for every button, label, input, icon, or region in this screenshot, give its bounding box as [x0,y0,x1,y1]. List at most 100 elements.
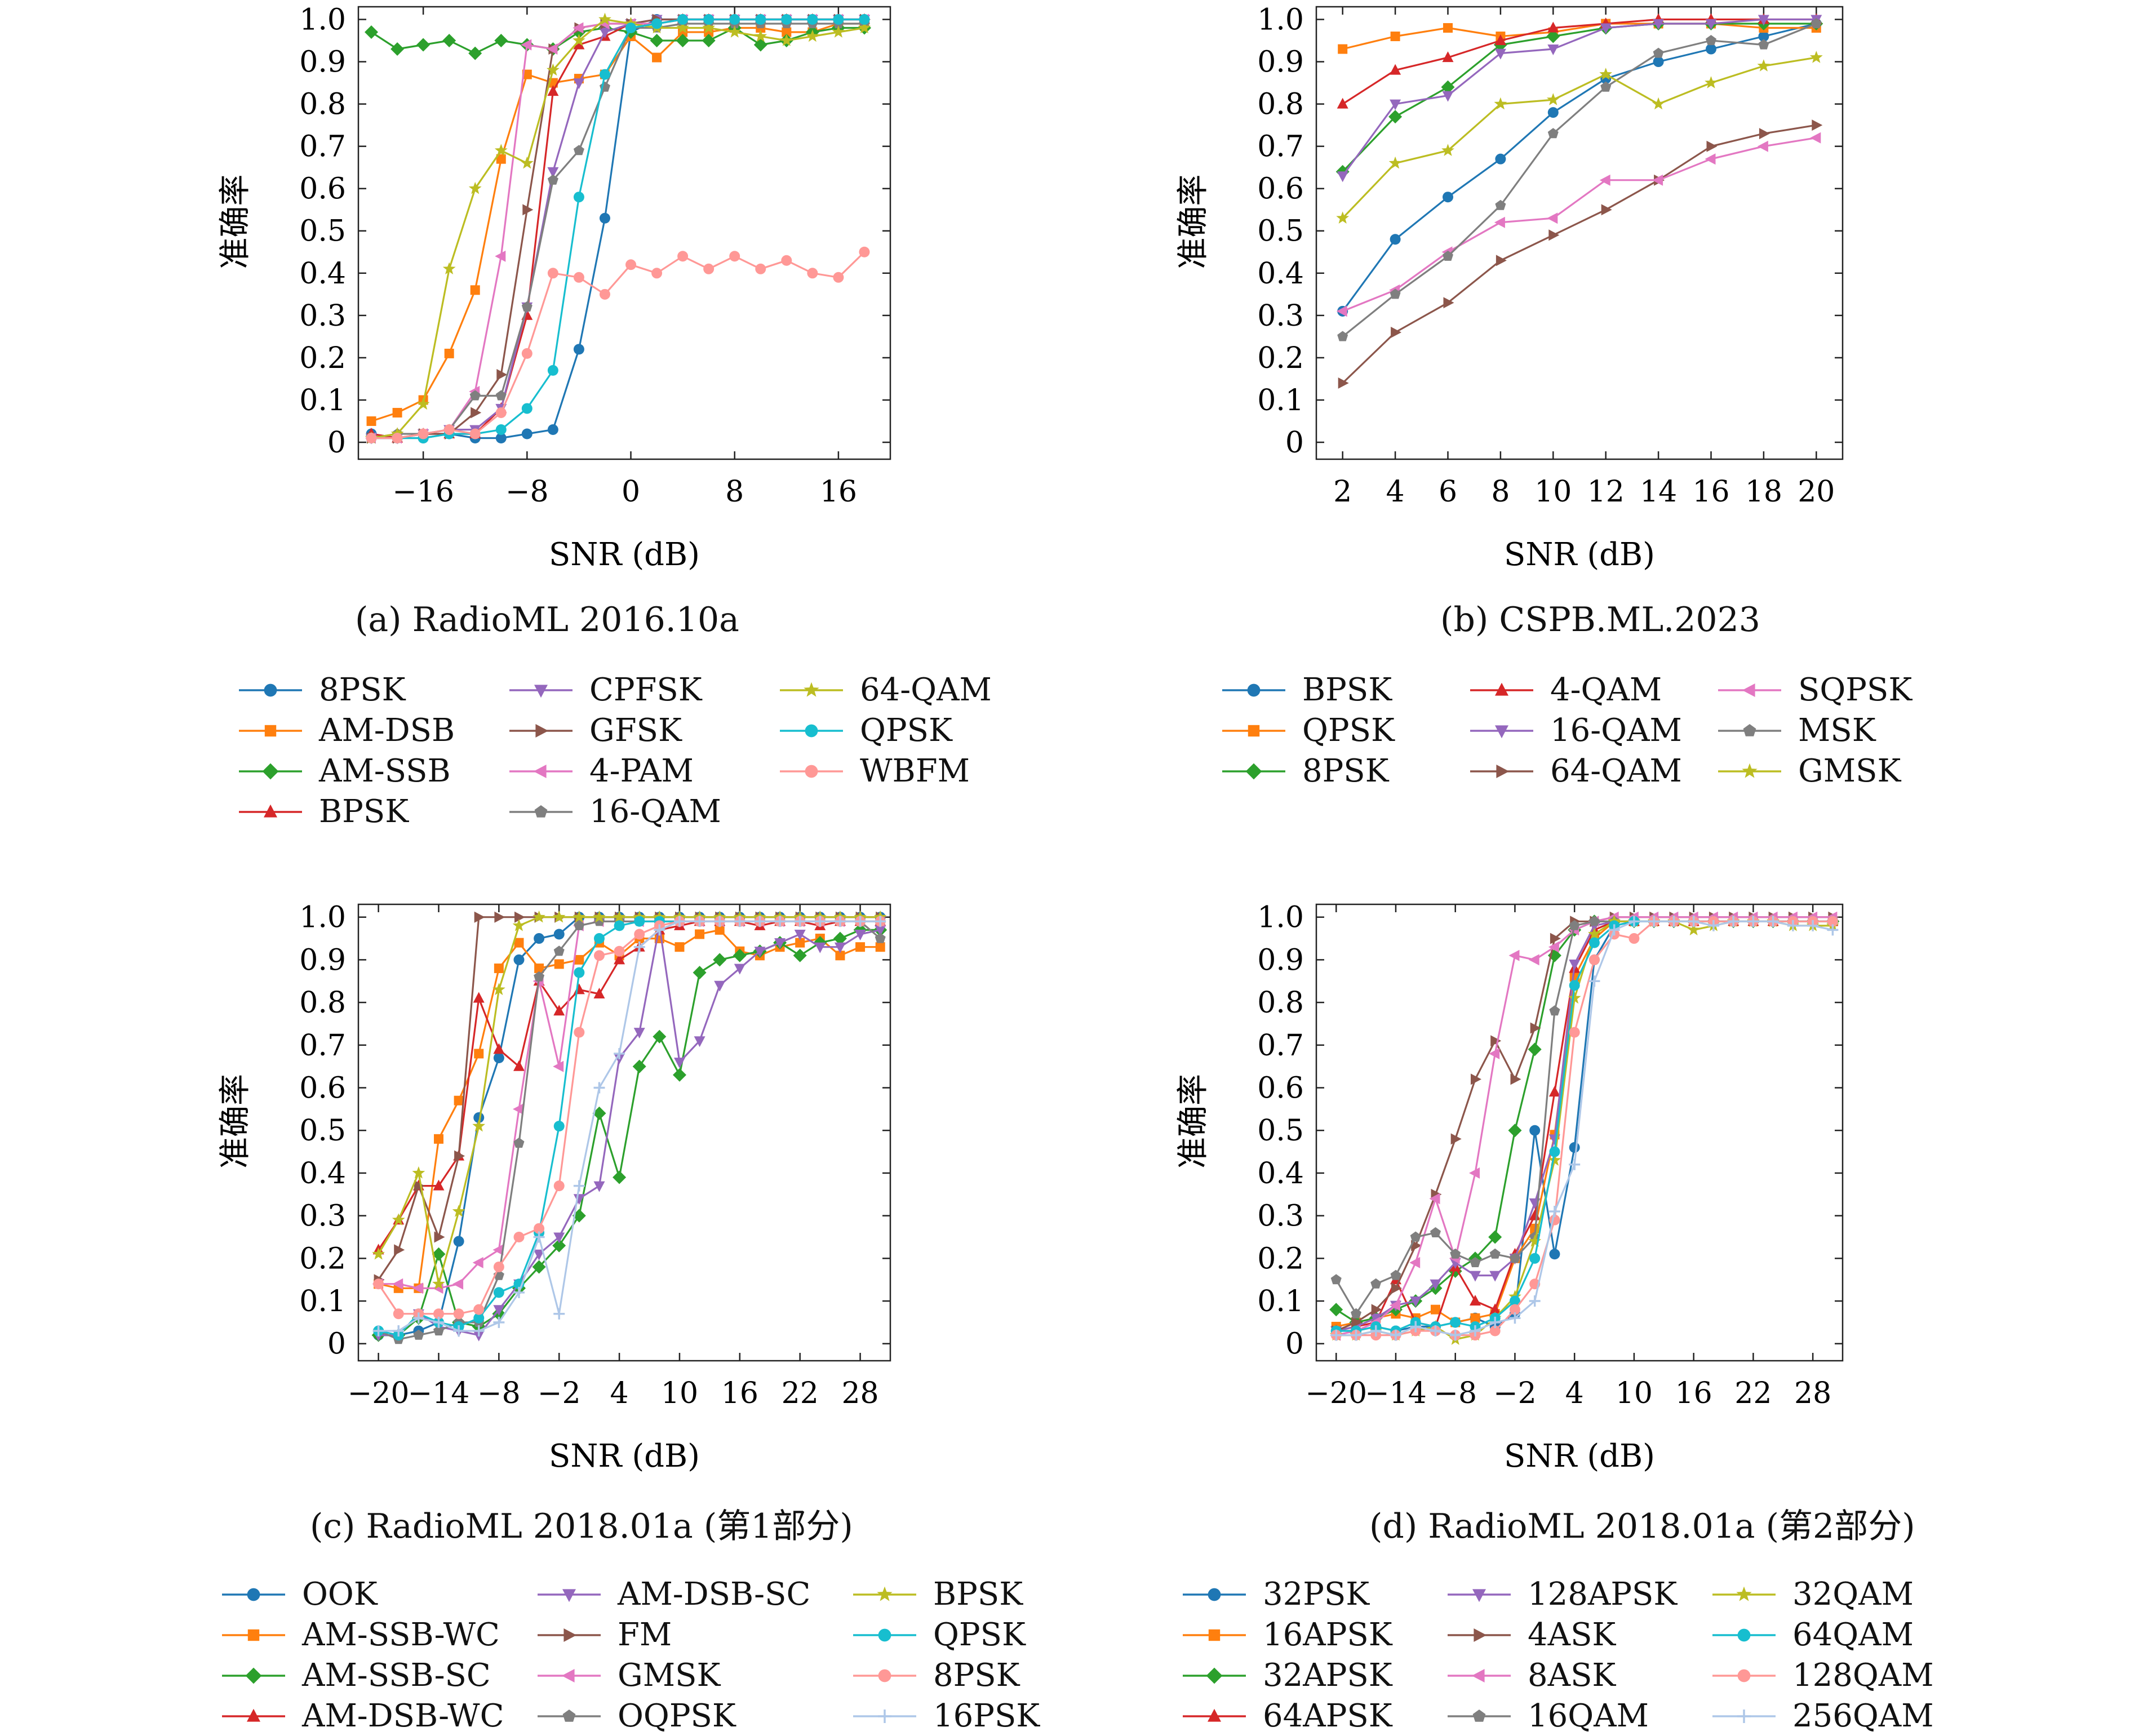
data-point [552,1238,566,1253]
caption-d: (d) RadioML 2018.01a (第2部分) [1369,1507,1915,1546]
data-point [494,34,508,47]
series-line [378,920,881,1289]
data-point [468,181,482,194]
data-point [1529,1253,1541,1264]
y-tick-label: 0.5 [299,215,346,248]
legend-swatch [780,724,843,738]
data-point [1548,1086,1560,1097]
data-point [1430,1325,1441,1337]
y-tick-label: 0.5 [1257,215,1304,248]
legend-label: 4ASK [1528,1617,1616,1653]
x-tick-label: 22 [1734,1377,1772,1410]
data-point [547,365,558,376]
data-point [553,945,565,956]
legend-item: 16-QAM [507,792,721,832]
plot-frame [357,903,891,1362]
data-point [1509,1295,1520,1307]
data-point [1471,1073,1481,1085]
data-point [633,1028,645,1039]
data-point [858,21,871,34]
data-point [1767,916,1779,927]
legend-swatch [853,1710,916,1723]
legend-item: 64-QAM [1468,752,1682,791]
y-tick-label: 0.4 [299,257,346,291]
series-4-PAM [365,14,869,444]
data-point [1549,1005,1560,1016]
data-point [1530,1022,1541,1034]
data-point [774,916,786,927]
data-point [433,1316,445,1328]
x-tick-label: 18 [1745,475,1782,509]
data-point [814,942,826,953]
series-line [378,916,881,1285]
y-tick-label: 0.2 [1257,1242,1304,1276]
legend-item: 16-QAM [1468,711,1682,751]
data-point [614,1047,625,1059]
data-point [392,407,402,418]
series-line [378,920,881,1337]
data-point [1470,1257,1481,1267]
data-point [835,951,845,961]
data-point [392,432,403,443]
chart-panel-a: 0 0.1 0.2 0.3 0.4 0.5 0.6 0.7 0.8 0.9 1.0 −16 −8 0 8 16… [0,0,1065,868]
data-point [728,25,742,38]
y-tick-label: 0 [327,1327,346,1361]
series-8PSK [366,14,870,443]
legend-label: BPSK [319,793,409,830]
data-point [593,1181,605,1192]
data-point [729,251,740,262]
legend-label: 8PSK [933,1657,1020,1694]
data-point [1628,916,1640,927]
legend-item: 8PSK [1220,752,1389,791]
legend-marker [264,683,277,697]
series-128APSK [1330,917,1839,1337]
y-tick-label: 0.2 [299,1242,346,1276]
series-line [378,925,881,1337]
data-point [1528,954,1539,966]
series-line [1335,920,1833,1332]
x-tick-label: 16 [820,475,857,509]
x-tick-label: −2 [538,1377,581,1410]
legend-swatch [239,763,302,780]
caption-b: (b) CSPB.ML.2023 [1440,600,1760,640]
data-point [599,212,610,224]
data-point [1489,1271,1501,1282]
data-point [432,1247,446,1261]
data-point [794,916,806,927]
data-point [553,1121,565,1132]
legend-marker [533,765,547,778]
data-point [521,301,532,312]
data-point [521,348,532,359]
data-point [453,1236,464,1247]
legend-swatch [1712,1710,1776,1723]
data-point [573,910,586,923]
data-point [1391,1282,1402,1294]
data-point [633,941,645,953]
y-tick-label: 0.9 [1257,943,1304,977]
data-point [734,964,746,975]
legend-swatch [222,1629,285,1641]
data-point [1442,91,1454,102]
data-point [1601,204,1612,216]
data-point [492,983,505,996]
data-point [1443,250,1453,261]
data-point [807,14,818,25]
data-point [573,145,584,156]
legend-marker [1742,763,1758,778]
data-point [412,1166,425,1179]
data-point [573,38,585,50]
y-tick-label: 0.8 [299,88,346,122]
legend-item: MSK [1716,711,1876,751]
chart-panel-b: 0 0.1 0.2 0.3 0.4 0.5 0.6 0.7 0.8 0.9 1.0 2 4 6 8 10 12 1… [1065,0,2130,868]
data-point [532,1260,546,1274]
data-point [1351,1308,1361,1318]
data-point [1652,97,1665,110]
data-point [547,63,560,76]
legend-swatch [1470,725,1533,739]
x-tick-label: 12 [1587,475,1625,509]
data-point [493,1305,505,1316]
data-point [1807,920,1819,931]
series-line [1335,920,1833,1327]
data-point [1430,1304,1440,1315]
legend-marker [534,805,548,818]
